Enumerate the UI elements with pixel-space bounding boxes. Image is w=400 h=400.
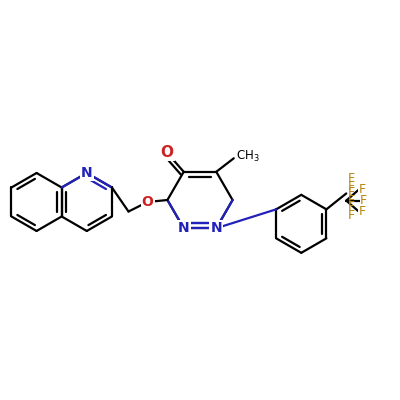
Text: F: F	[359, 205, 366, 218]
Text: F: F	[348, 208, 354, 222]
Text: F: F	[348, 180, 354, 193]
Text: O: O	[160, 145, 174, 160]
Text: CH$_3$: CH$_3$	[236, 149, 260, 164]
Text: N: N	[81, 166, 93, 180]
Text: F: F	[359, 183, 366, 196]
Text: O: O	[142, 195, 154, 209]
Text: N: N	[178, 221, 190, 235]
Text: F: F	[348, 194, 354, 207]
Text: N: N	[210, 221, 222, 235]
Text: F
F
F: F F F	[348, 172, 355, 213]
Text: F: F	[360, 194, 367, 207]
